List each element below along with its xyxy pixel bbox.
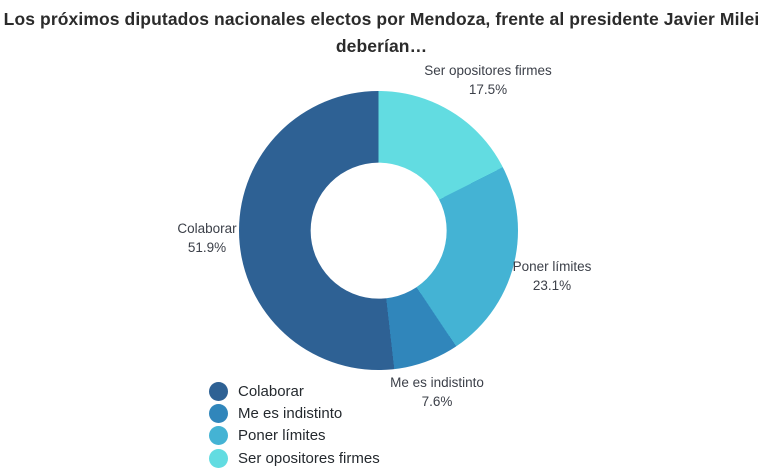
chart-title: Los próximos diputados nacionales electo… — [0, 6, 763, 60]
slice-label-value: 7.6% — [421, 394, 453, 409]
legend-swatch-icon — [209, 448, 228, 468]
legend-item-ser-opositores-firmes[interactable]: Ser opositores firmes — [209, 447, 380, 469]
chart-title-line1: Los próximos diputados nacionales electo… — [3, 9, 760, 29]
slice-label-text: Ser opositores firmes — [424, 63, 552, 78]
slice-label-value: 17.5% — [468, 82, 508, 97]
slice-label-poner-limites: Poner límites 23.1% — [472, 257, 632, 295]
donut-hole — [310, 162, 447, 299]
slice-label-colaborar: Colaborar 51.9% — [117, 219, 297, 257]
legend-label: Me es indistinto — [238, 405, 343, 423]
slice-label-value: 23.1% — [532, 278, 572, 293]
slice-label-text: Colaborar — [177, 221, 237, 236]
slice-label-text: Me es indistinto — [390, 375, 484, 390]
legend-item-colaborar[interactable]: Colaborar — [209, 380, 380, 402]
slice-label-me-es-indistinto: Me es indistinto 7.6% — [357, 373, 517, 411]
legend-item-poner-limites[interactable]: Poner límites — [209, 425, 380, 447]
slice-label-text: Poner límites — [512, 259, 592, 274]
legend-label: Ser opositores firmes — [238, 449, 380, 467]
legend-swatch-icon — [209, 404, 228, 424]
legend-item-me-es-indistinto[interactable]: Me es indistinto — [209, 402, 380, 424]
donut-chart[interactable] — [239, 91, 518, 370]
slice-label-ser-opositores-firmes: Ser opositores firmes 17.5% — [398, 61, 578, 99]
legend: Colaborar Me es indistinto Poner límites… — [209, 380, 380, 470]
legend-swatch-icon — [209, 381, 228, 401]
slice-label-value: 51.9% — [187, 240, 227, 255]
legend-label: Poner límites — [238, 427, 326, 445]
legend-label: Colaborar — [238, 382, 304, 400]
legend-swatch-icon — [209, 426, 228, 446]
chart-title-line2: deberían… — [335, 36, 428, 56]
